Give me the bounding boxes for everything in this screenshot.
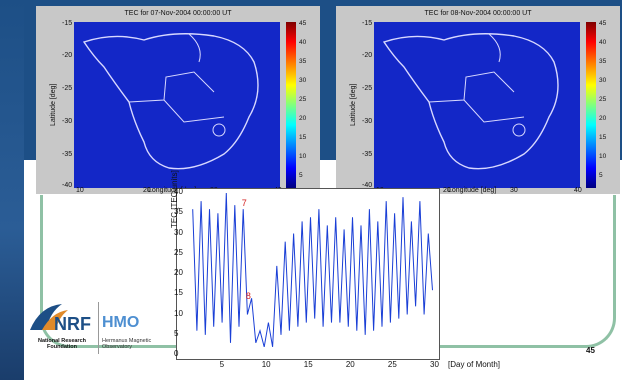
plot-x-tick: 15 xyxy=(303,360,313,369)
africa-outline xyxy=(382,33,559,170)
plot-y-tick: 20 xyxy=(174,268,183,277)
left-band xyxy=(0,0,24,380)
tec-map-panel-2: TEC for 08-Nov-2004 00:00:00 UT -15 -20 … xyxy=(336,6,620,194)
tec-series-line xyxy=(192,192,433,348)
colorbar xyxy=(586,22,596,188)
colorbar-tick: 45 xyxy=(299,20,307,27)
colorbar-tick: 5 xyxy=(599,172,603,179)
colorbar-tick: 15 xyxy=(299,134,307,141)
colorbar-tick: 35 xyxy=(299,58,307,65)
lon-tick: 20 xyxy=(443,187,451,194)
tec-line-plot xyxy=(176,188,440,360)
plot-y-tick: 40 xyxy=(174,187,183,196)
lat-tick: -20 xyxy=(62,52,73,59)
colorbar-tick: 25 xyxy=(299,96,307,103)
plot-x-axis-label: [Day of Month] xyxy=(448,360,501,369)
lat-tick: -40 xyxy=(362,182,373,189)
colorbar-tick: 20 xyxy=(299,115,307,122)
lat-tick: -20 xyxy=(362,52,373,59)
plot-annotation: 7 xyxy=(241,198,247,209)
nrf-logo-mark xyxy=(30,304,68,330)
colorbar-tick: 40 xyxy=(599,39,607,46)
logo-divider xyxy=(98,302,99,354)
lat-tick: -15 xyxy=(62,20,73,27)
plot-y-tick: 30 xyxy=(174,227,183,237)
colorbar-tick: 10 xyxy=(299,153,307,160)
lat-tick: -25 xyxy=(362,85,373,92)
plot-x-tick: 5 xyxy=(219,360,225,369)
footer-logos: NRF National Research Foundation HMO Her… xyxy=(28,300,168,360)
lat-tick: -15 xyxy=(362,20,373,27)
lon-axis-label: Longitude [deg] xyxy=(148,187,197,194)
colorbar-tick: 40 xyxy=(299,39,307,46)
lon-tick: 30 xyxy=(510,187,518,194)
tec-map xyxy=(74,22,280,188)
colorbar-tick: 20 xyxy=(599,115,607,122)
map-title: TEC for 07-Nov-2004 00:00:00 UT xyxy=(124,10,232,17)
plot-y-tick: 10 xyxy=(174,308,183,318)
lat-tick: -35 xyxy=(62,151,73,158)
plot-y-tick: 35 xyxy=(174,207,183,217)
lat-tick: -30 xyxy=(62,118,73,125)
colorbar-tick: 25 xyxy=(599,96,607,103)
plot-x-tick: 30 xyxy=(430,360,439,369)
lat-axis-label: Latitude [deg] xyxy=(50,83,57,126)
colorbar-tick: 10 xyxy=(599,153,607,160)
lat-tick: -30 xyxy=(362,118,373,125)
lat-tick: -35 xyxy=(362,151,373,158)
tec-map xyxy=(374,22,580,188)
lon-axis-label: Longitude [deg] xyxy=(448,187,497,194)
colorbar-tick: 35 xyxy=(599,58,607,65)
lat-axis-label: Latitude [deg] xyxy=(350,83,357,126)
plot-y-tick: 15 xyxy=(174,288,183,298)
plot-annotation: 8 xyxy=(245,291,251,302)
tec-line-chart xyxy=(192,192,433,348)
plot-x-tick: 10 xyxy=(261,360,271,369)
colorbar-tick: 5 xyxy=(299,172,303,179)
plot-y-tick: 0 xyxy=(174,349,179,358)
africa-outline xyxy=(82,33,259,170)
colorbar xyxy=(286,22,296,188)
plot-x-tick: 20 xyxy=(345,360,355,369)
lon-tick: 20 xyxy=(143,187,151,194)
colorbar-tick: 30 xyxy=(299,77,307,84)
colorbar-tick: 15 xyxy=(599,134,607,141)
plot-y-tick: 5 xyxy=(174,328,179,338)
hmo-logo-caption: Hermanus Magnetic Observatory xyxy=(102,338,152,350)
plot-y-tick: 25 xyxy=(174,247,183,257)
lat-tick: -25 xyxy=(62,85,73,92)
map-title: TEC for 08-Nov-2004 00:00:00 UT xyxy=(424,10,532,17)
page-number: 45 xyxy=(586,346,595,355)
lon-tick: 10 xyxy=(76,187,84,194)
plot-y-axis-label: TEC [TEC units] xyxy=(170,170,179,228)
lat-tick: -40 xyxy=(62,182,73,189)
plot-x-tick: 25 xyxy=(387,360,397,369)
nrf-logo-caption: National Research Foundation xyxy=(38,338,86,350)
lon-tick: 40 xyxy=(574,187,582,194)
tec-map-panel-1: TEC for 07-Nov-2004 00:00:00 UT -15 -20 … xyxy=(36,6,320,194)
colorbar-tick: 45 xyxy=(599,20,607,27)
nrf-logo-text: NRF xyxy=(54,314,91,334)
colorbar-tick: 30 xyxy=(599,77,607,84)
hmo-logo-text: HMO xyxy=(102,314,140,331)
